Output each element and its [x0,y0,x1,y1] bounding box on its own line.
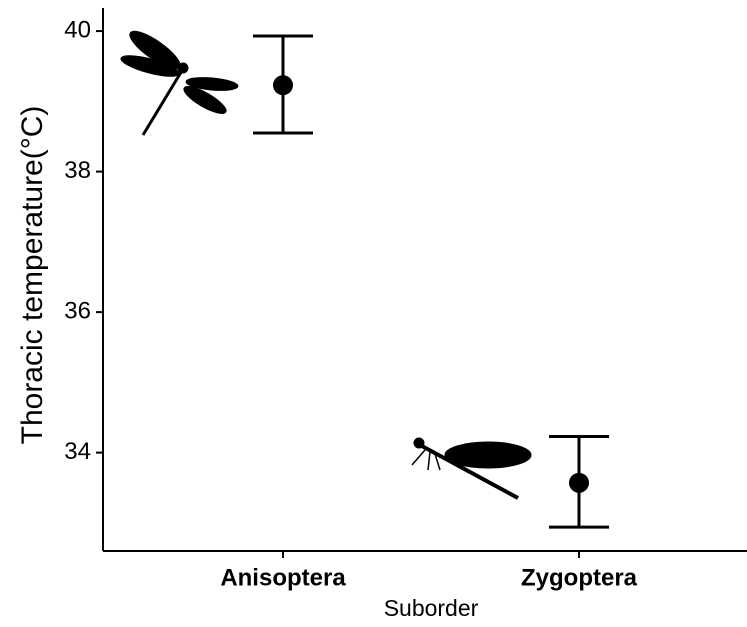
y-tick-label: 40 [64,16,91,43]
y-tick-label: 38 [64,157,91,184]
icon-leg [434,453,441,471]
x-tick-label: Anisoptera [220,564,346,591]
icon-wing [183,86,227,114]
point [273,75,293,96]
y-axis-title: Thoracic temperature(°C) [16,106,49,445]
icon-leg [427,451,431,471]
icon-head [177,62,189,74]
icon-body [141,63,188,136]
y-tick-label: 34 [64,438,91,465]
y-tick-label: 36 [64,297,91,324]
icon-wing [185,77,239,91]
icon-body [419,443,519,500]
icon-head [413,437,425,449]
icon-leg [411,449,426,466]
x-tick-label: Zygoptera [521,564,638,591]
point [569,472,589,493]
anisoptera-icon [120,30,239,136]
icon-wing [444,441,532,469]
zygoptera-icon [411,437,532,500]
x-axis-title: Suborder [384,595,479,621]
icon-wing [120,55,180,77]
